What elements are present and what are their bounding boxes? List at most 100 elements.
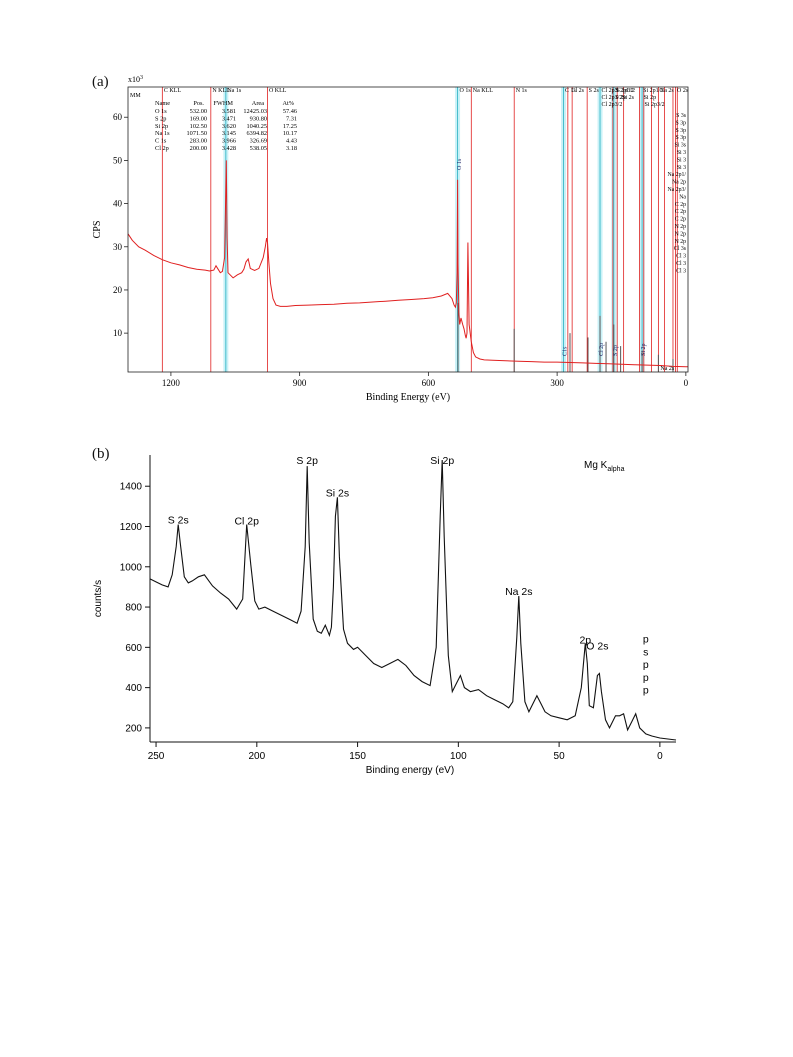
- y-tick-label: 1400: [120, 482, 143, 493]
- table-cell: 3.18: [286, 145, 297, 152]
- peak-label: p: [643, 659, 649, 671]
- y-tick-label: 60: [113, 112, 123, 122]
- peak-tag: Si 2p: [641, 343, 647, 356]
- table-cell: 6394.82: [247, 130, 267, 137]
- y-tick-label: 20: [113, 285, 123, 295]
- peak-label: p: [643, 672, 649, 684]
- table-cell: 169.00: [190, 115, 207, 122]
- element-label: S 2p1/2: [615, 88, 634, 94]
- element-label: Cl 3: [676, 254, 686, 260]
- table-cell: 200.00: [190, 145, 207, 152]
- y-tick-label: 200: [125, 723, 142, 734]
- x-tick-label: 200: [248, 751, 265, 762]
- panel-b-label: (b): [92, 446, 110, 462]
- survey-spectrum-line: [127, 160, 688, 368]
- y-tick-label: 400: [125, 683, 142, 694]
- table-cell: 283.00: [190, 138, 207, 145]
- peak-label: Si 2s: [326, 487, 349, 499]
- table-cell: 3.471: [222, 115, 236, 122]
- peak-tags: O 1s C1s Cl 2p S 2p Si 2p: [457, 158, 647, 356]
- x-axis-label: Binding Energy (eV): [366, 392, 450, 403]
- element-label: S 2p: [615, 95, 626, 101]
- bottom-peak-tag: Na 2s: [660, 366, 674, 372]
- peak-label: O 2s: [586, 640, 608, 652]
- table-cell: Na 1s: [155, 130, 170, 137]
- plot-axes: [149, 455, 676, 743]
- element-label: N 2p: [675, 231, 687, 237]
- x-tick-label: 0: [657, 751, 663, 762]
- table-header: Name: [155, 100, 170, 107]
- peak-label: s: [643, 646, 648, 658]
- element-label: Na 1s: [227, 88, 241, 94]
- element-label: O 2s: [677, 88, 689, 94]
- element-label: C 2p: [675, 217, 686, 223]
- table-header: Pos.: [193, 100, 204, 107]
- x-axis-label: Binding energy (eV): [366, 765, 454, 776]
- element-label: N KLL: [212, 88, 230, 94]
- element-label: O KLL: [269, 88, 287, 94]
- element-label: Cl 3s: [674, 246, 687, 252]
- peak-label: Cl 2p: [234, 515, 259, 527]
- element-label: N 1s: [516, 88, 528, 94]
- table-cell: 12425.03: [243, 108, 267, 115]
- y-tick-label: 50: [113, 155, 123, 165]
- element-label: Cl 2s: [571, 88, 584, 94]
- element-label: Si 3s: [675, 143, 687, 149]
- y-tick-label: 40: [113, 199, 123, 209]
- table-cell: 538.05: [250, 145, 267, 152]
- peak-label: Si 2p: [430, 455, 454, 467]
- x-tick-label: 1200: [162, 378, 181, 388]
- element-label: Cl 2p3: [602, 88, 618, 94]
- peak-label: Na 2s: [505, 586, 532, 598]
- element-label: C 2p: [675, 209, 686, 215]
- y-exponent-label: x103: [128, 75, 143, 84]
- x-tick-label: 50: [554, 751, 566, 762]
- element-label: S 2p3/2: [617, 88, 636, 94]
- y-axis-ticks: 10 20 30 40 50 60: [113, 112, 128, 338]
- element-label: S 3s: [676, 113, 687, 119]
- table-cell: 1071.50: [187, 130, 207, 137]
- y-tick-label: 800: [125, 603, 142, 614]
- spectrum-line: [149, 459, 677, 741]
- y-tick-label: 30: [113, 242, 123, 252]
- y-tick-label: 600: [125, 643, 142, 654]
- element-label: Na 2p1/: [667, 172, 686, 178]
- element-label: Si 3: [677, 165, 686, 171]
- element-label: N 2p: [675, 239, 687, 245]
- table-cell: 57.46: [283, 108, 297, 115]
- x-tick-label: 0: [684, 378, 689, 388]
- element-label: Cl 2p3/2: [602, 102, 623, 108]
- element-label: S 3p: [676, 128, 687, 134]
- table-cell: 326.69: [250, 138, 267, 145]
- table-cell: Cl 2p: [155, 145, 169, 152]
- y-tick-label: 1000: [120, 562, 143, 573]
- element-label: O 1s: [459, 88, 471, 94]
- peak-label: S 2p: [296, 455, 318, 467]
- table-cell: 930.80: [250, 115, 267, 122]
- x-tick-label: 100: [450, 751, 467, 762]
- element-label: S 3p: [676, 135, 687, 141]
- element-label: Si 2s: [622, 95, 635, 101]
- x-axis-ticks: 250 200 150 100 50 0: [148, 742, 663, 762]
- element-label: Si 3: [677, 157, 686, 163]
- peak-tag: C1s: [563, 346, 569, 356]
- table-cell: 10.17: [283, 130, 297, 137]
- table-cell: 102.50: [190, 123, 207, 130]
- x-tick-label: 150: [349, 751, 366, 762]
- element-label: Cl 3: [676, 261, 686, 267]
- peak-label: 2p: [579, 634, 591, 646]
- table-header: FWHM: [213, 100, 233, 107]
- table-header: At%: [282, 100, 294, 107]
- y-axis-label: CPS: [92, 221, 103, 239]
- element-label: Na 2s: [660, 88, 674, 94]
- element-label: Na: [679, 194, 686, 200]
- x-ray-source-label: Mg Kalpha: [584, 460, 625, 473]
- y-axis-label: counts/s: [93, 580, 104, 617]
- table-cell: 3.581: [222, 108, 236, 115]
- y-axis-ticks: 200 400 600 800 1000 1200 1400: [120, 482, 150, 734]
- table-cell: O 1s: [155, 108, 167, 115]
- table-cell: 17.25: [283, 123, 297, 130]
